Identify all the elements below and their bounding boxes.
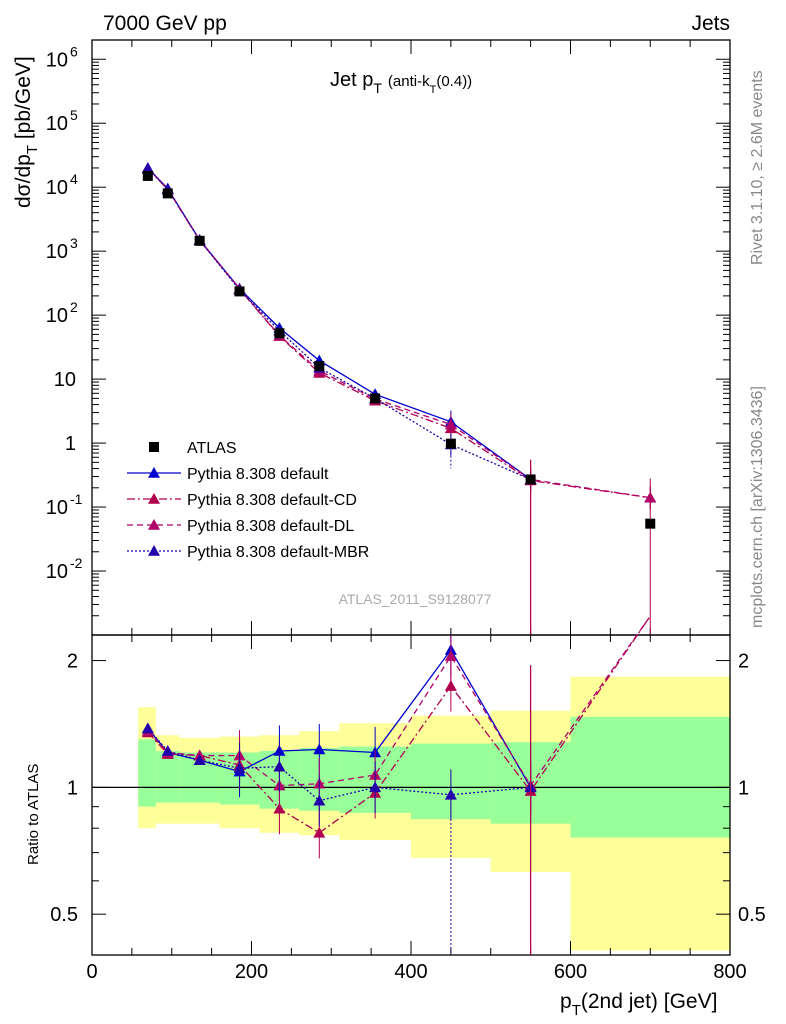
band-green (155, 750, 180, 803)
ratio-y-tick-label: 0.5 (50, 904, 78, 926)
plot-title: Jet pT (anti-kT(0.4)) (330, 69, 472, 96)
y-tick-label: 10 (46, 49, 68, 71)
y-tick-label: 10 (46, 497, 68, 519)
y-tick-label-exponent: 5 (70, 107, 78, 123)
ratio-point (313, 826, 326, 838)
legend-label: Pythia 8.308 default-CD (187, 492, 357, 509)
atlas-point (162, 188, 173, 199)
ratio-y-tick-label-right: 2 (738, 651, 749, 673)
series-point (141, 162, 154, 174)
atlas-point (445, 438, 456, 449)
ratio-y-tick-label: 1 (67, 777, 78, 799)
legend-marker (148, 467, 160, 478)
y-tick-label-exponent: 2 (70, 299, 78, 315)
y-tick-label: 10 (46, 305, 68, 327)
x-tick-label: 0 (86, 961, 97, 983)
y-tick-label-exponent: 6 (70, 43, 78, 59)
ratio-point (313, 794, 326, 806)
y-tick-label: 10 (46, 561, 68, 583)
atlas-point (525, 474, 536, 485)
ratio-series-line (147, 728, 531, 802)
plot-title-paren: (anti-k (388, 73, 430, 90)
ratio-panel: 0 200 400 600 800 0.5 0.5 1 1 2 2 (50, 615, 766, 983)
ratio-ylabel: Ratio to ATLAS (25, 764, 42, 865)
ratio-point (313, 743, 326, 755)
ratio-y-tick-label: 2 (67, 651, 78, 673)
rivet-label: Rivet 3.1.10, ≥ 2.6M events (749, 70, 766, 265)
category-label: Jets (691, 12, 730, 35)
legend-label: ATLAS (187, 440, 237, 457)
atlas-point (645, 518, 656, 529)
x-tick-label: 400 (394, 961, 427, 983)
y-tick-label: 10 (46, 113, 68, 135)
y-tick-label: 10 (46, 177, 68, 199)
ratio-point (141, 722, 154, 734)
atlas-point (194, 235, 205, 246)
legend-marker (148, 493, 160, 504)
band-green (570, 716, 730, 838)
y-tick-label-exponent: 3 (70, 235, 78, 251)
legend-marker (148, 545, 160, 556)
series-line (147, 167, 532, 480)
legend-marker-atlas (149, 442, 159, 452)
series-point (444, 418, 457, 430)
atlas-point (142, 170, 153, 181)
ratio-point (273, 760, 286, 772)
energy-label: 7000 GeV pp (103, 12, 227, 35)
legend-label: Pythia 8.308 default (187, 466, 329, 483)
ratio-point (161, 744, 174, 756)
xlabel: pT(2nd jet) [GeV] (560, 990, 717, 1019)
ratio-y-tick-label-right: 1 (738, 777, 749, 799)
y-tick-label-exponent: 4 (70, 171, 78, 187)
main-ylabel: dσ/dpT [pb/GeV] (12, 56, 41, 208)
ratio-point (369, 781, 382, 793)
ratio-point (444, 680, 457, 691)
atlas-point (274, 328, 285, 339)
ratio-point (444, 650, 457, 661)
mcplots-label: mcplots.cern.ch [arXiv:1306.3436] (749, 386, 766, 628)
plot-title-main: Jet p (330, 69, 373, 91)
series-line (147, 167, 531, 481)
y-tick-label: 10 (54, 369, 76, 391)
ratio-y-tick-label-right: 0.5 (738, 904, 766, 926)
plot-title-paren-sub: T (430, 84, 437, 96)
legend-label: Pythia 8.308 default-DL (187, 518, 354, 535)
analysis-id: ATLAS_2011_S9128077 (339, 591, 492, 607)
plot-title-main-sub: T (373, 80, 382, 96)
series-line (147, 168, 651, 499)
ratio-point (444, 788, 457, 800)
y-tick-label: 10 (46, 241, 68, 263)
plot-title-paren-end: (0.4)) (436, 73, 472, 90)
x-tick-label: 600 (554, 961, 587, 983)
atlas-point (314, 361, 325, 372)
band-green (138, 739, 156, 807)
ratio-series-line (147, 615, 651, 787)
ratio-point (233, 762, 246, 774)
x-tick-label: 800 (713, 961, 746, 983)
legend-label: Pythia 8.308 default-MBR (187, 544, 369, 561)
atlas-point (370, 393, 381, 404)
y-tick-label-exponent: -2 (70, 555, 83, 571)
atlas-point (234, 286, 245, 297)
y-tick-label: 1 (65, 433, 76, 455)
legend: ATLAS Pythia 8.308 default Pythia 8.308 de… (127, 440, 369, 561)
y-tick-label-exponent: -1 (70, 491, 83, 507)
legend-marker (148, 519, 160, 530)
ratio-point (193, 754, 206, 766)
x-tick-label: 200 (235, 961, 268, 983)
